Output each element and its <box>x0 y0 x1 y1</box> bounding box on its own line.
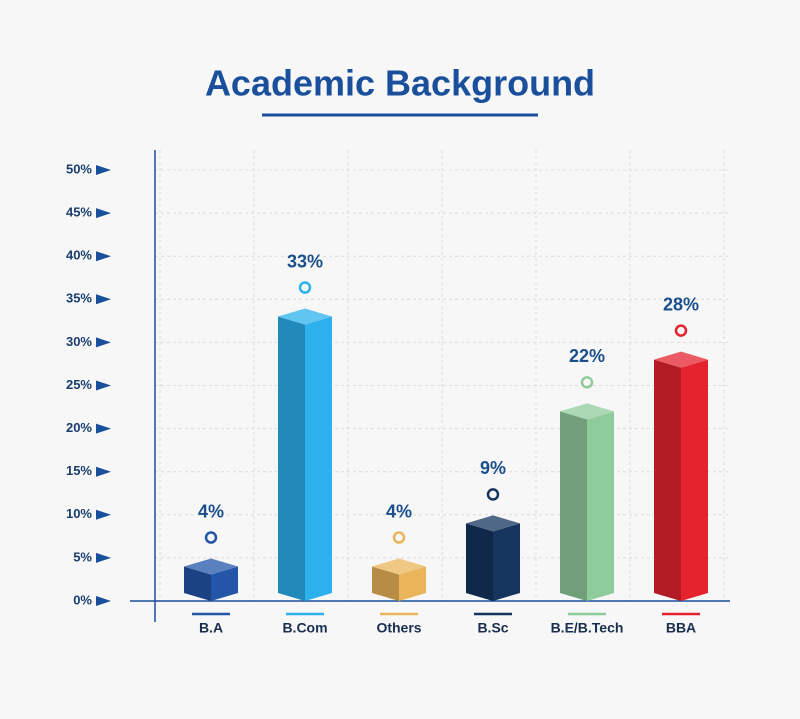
bar-right-face <box>681 359 708 601</box>
bar <box>184 558 238 601</box>
y-tick-label: 35% <box>66 291 92 306</box>
y-tick-label: 40% <box>66 248 92 263</box>
value-label: 33% <box>287 251 323 271</box>
y-tick-arrow <box>96 208 111 219</box>
bar-top-face <box>372 558 426 575</box>
y-tick-arrow <box>96 165 111 175</box>
x-tick-label: B.Sc <box>477 620 508 636</box>
value-marker <box>674 324 688 337</box>
x-tick-label: Others <box>376 620 421 636</box>
value-marker <box>298 281 312 294</box>
y-tick-arrow <box>96 380 111 391</box>
chart-title: Academic Background <box>205 63 595 104</box>
value-label: 28% <box>663 294 699 314</box>
y-tick-arrow <box>96 596 111 606</box>
bar <box>278 308 332 601</box>
y-tick-label: 0% <box>73 592 92 607</box>
bar-top-face <box>184 558 238 575</box>
x-tick-label: BBA <box>666 620 696 636</box>
y-tick-arrow <box>96 466 111 477</box>
bar-left-face <box>654 359 681 601</box>
bar <box>654 351 708 601</box>
value-marker <box>486 488 500 501</box>
bar <box>466 515 520 601</box>
y-tick-arrow <box>96 294 111 305</box>
bar <box>560 403 614 601</box>
y-tick-label: 50% <box>66 161 92 176</box>
x-tick-label: B.E/B.Tech <box>551 620 624 636</box>
value-label: 22% <box>569 346 605 366</box>
bar-top-face <box>560 403 614 420</box>
bar-top-face <box>466 515 520 532</box>
x-tick-label: B.A <box>199 620 223 636</box>
bar-left-face <box>278 316 305 601</box>
bar-right-face <box>493 523 520 601</box>
bar <box>372 558 426 601</box>
y-tick-label: 10% <box>66 506 92 521</box>
bar-left-face <box>372 566 399 601</box>
value-marker <box>580 376 594 389</box>
bar-right-face <box>211 566 238 601</box>
y-tick-arrow <box>96 423 111 434</box>
y-tick-arrow <box>96 552 111 563</box>
y-tick-arrow <box>96 251 111 262</box>
y-tick-label: 30% <box>66 334 92 349</box>
value-label: 4% <box>198 501 224 521</box>
y-tick-label: 15% <box>66 463 92 478</box>
bar-right-face <box>305 316 332 601</box>
bar-top-face <box>278 308 332 325</box>
y-tick-arrow <box>96 509 111 520</box>
value-marker <box>204 531 218 544</box>
y-tick-arrow <box>96 337 111 348</box>
x-tick-label: B.Com <box>282 620 327 636</box>
bar-left-face <box>184 566 211 601</box>
y-tick-label: 20% <box>66 420 92 435</box>
bar-top-face <box>654 351 708 368</box>
value-label: 4% <box>386 501 412 521</box>
bar-left-face <box>466 523 493 601</box>
y-tick-label: 5% <box>73 549 92 564</box>
value-marker <box>392 531 406 544</box>
bar-left-face <box>560 411 587 601</box>
y-tick-label: 45% <box>66 205 92 220</box>
bar-right-face <box>587 411 614 601</box>
y-tick-label: 25% <box>66 377 92 392</box>
bar-right-face <box>399 566 426 601</box>
value-label: 9% <box>480 458 506 478</box>
